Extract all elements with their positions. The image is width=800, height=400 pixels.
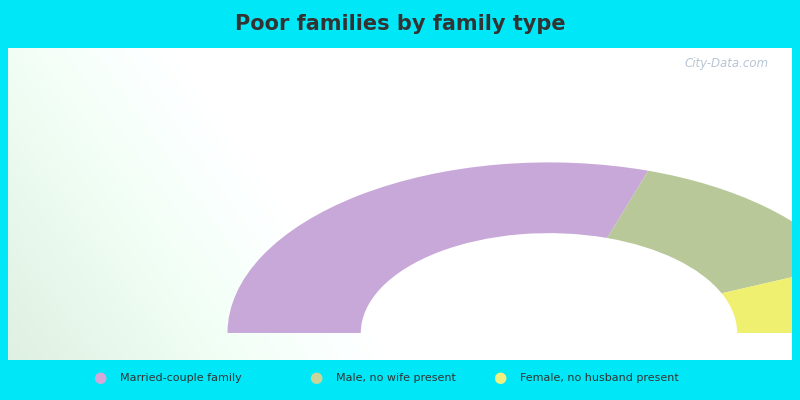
Text: Married-couple family: Married-couple family xyxy=(120,373,242,383)
Text: Female, no husband present: Female, no husband present xyxy=(520,373,678,383)
Text: ●: ● xyxy=(310,370,322,386)
Text: City-Data.com: City-Data.com xyxy=(684,57,769,70)
Wedge shape xyxy=(607,171,800,293)
Text: Poor families by family type: Poor families by family type xyxy=(234,14,566,34)
Text: ●: ● xyxy=(494,370,506,386)
Wedge shape xyxy=(227,162,648,333)
Text: Male, no wife present: Male, no wife present xyxy=(336,373,456,383)
Text: ●: ● xyxy=(94,370,106,386)
Wedge shape xyxy=(722,265,800,333)
